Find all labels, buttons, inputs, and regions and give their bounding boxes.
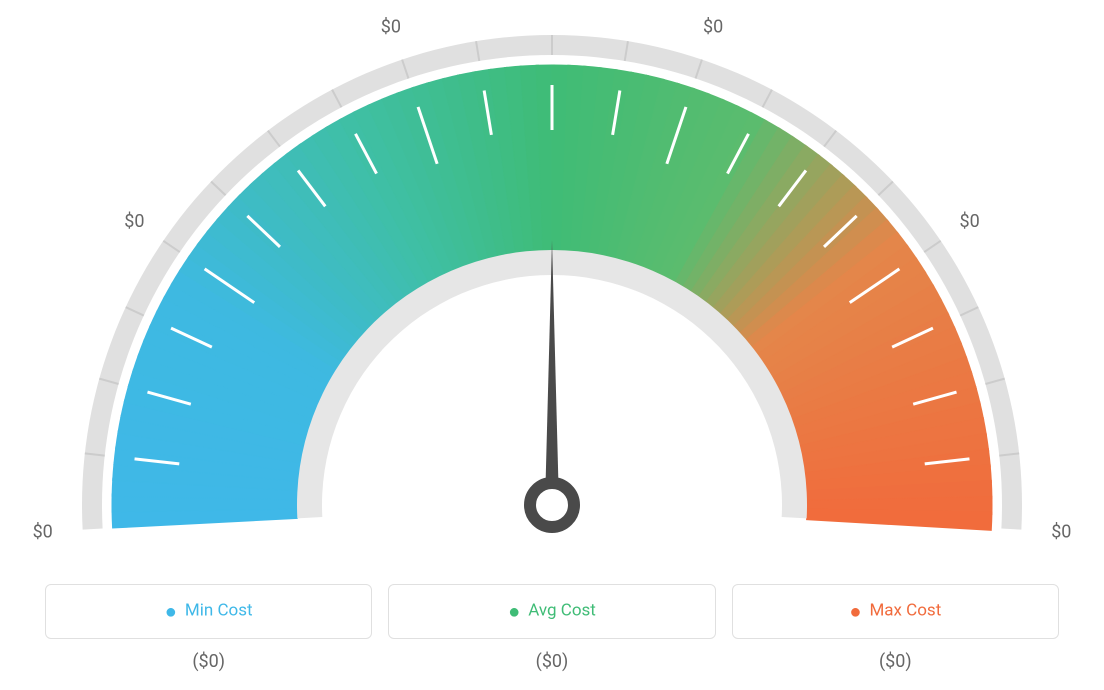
legend-dot-icon: ● (849, 599, 861, 624)
legend-label: Min Cost (185, 601, 253, 621)
tick-label: $0 (381, 16, 401, 37)
legend-value: ($0) (732, 651, 1059, 672)
gauge-chart: $0$0$0$0$0$0 ●Min Cost($0)●Avg Cost($0)●… (0, 0, 1104, 690)
legend-item: ● Avg Cost ($0) (388, 584, 715, 672)
legend-label-box: ● Avg Cost (388, 584, 715, 639)
tick-label: $0 (1051, 521, 1071, 542)
legend-value: ($0) (388, 651, 715, 672)
legend-label: Max Cost (869, 601, 941, 621)
legend-value: ($0) (45, 651, 372, 672)
tick-label: $0 (33, 521, 53, 542)
needle (545, 240, 559, 505)
tick-label: $0 (124, 211, 144, 232)
tick-label: $0 (703, 16, 723, 37)
legend-label: Avg Cost (528, 601, 596, 621)
legend-item: ● Max Cost ($0) (732, 584, 1059, 672)
needle-hub (530, 483, 574, 527)
legend-row: ● Min Cost ($0) ● Avg Cost ($0) ● Max Cost ($0) (45, 584, 1059, 672)
legend-item: ● Min Cost ($0) (45, 584, 372, 672)
legend-label-box: ● Min Cost (45, 584, 372, 639)
legend-dot-icon: ● (508, 599, 520, 624)
legend-label-box: ● Max Cost (732, 584, 1059, 639)
legend-dot-icon: ● (165, 599, 177, 624)
tick-label: $0 (960, 211, 980, 232)
